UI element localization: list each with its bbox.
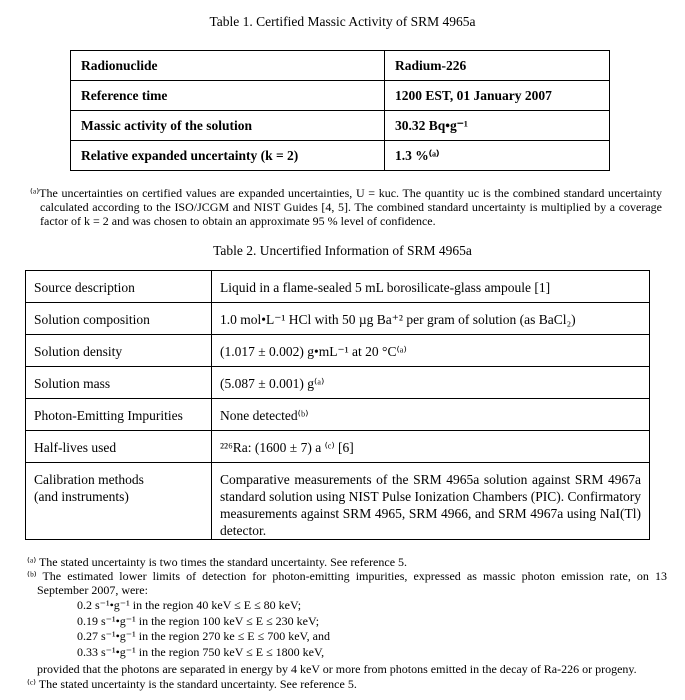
list-item: 0.2 s⁻¹•g⁻¹ in the region 40 keV ≤ E ≤ 8… (77, 598, 302, 612)
table-row: Photon-Emitting Impurities None detected⁽… (25, 398, 650, 431)
footnote: ⁽ᶜ⁾ The stated uncertainty is the standa… (27, 677, 357, 691)
footnote: ⁽ᵃ⁾The uncertainties on certified values… (30, 186, 662, 228)
table-title: Table 1. Certified Massic Activity of SR… (209, 14, 476, 29)
cell-value: Radium-226 (384, 50, 610, 81)
table: Radionuclide Radium-226 Reference time 1200… (70, 50, 610, 171)
cell-value: Comparative measurements of the SRM 4965… (211, 462, 650, 540)
table-row: Radionuclide Radium-226 (70, 50, 610, 81)
cell-label: Massic activity of the solution (70, 110, 385, 141)
table-title: Table 2. Uncertified Information of SRM … (213, 243, 472, 258)
cell-value: (5.087 ± 0.001) g⁽ᵃ⁾ (211, 366, 650, 399)
table-row: Solution density (1.017 ± 0.002) g•mL⁻¹ a… (25, 334, 650, 367)
list-item: 0.27 s⁻¹•g⁻¹ in the region 270 ke ≤ E ≤ … (77, 629, 330, 643)
list-item: 0.33 s⁻¹•g⁻¹ in the region 750 keV ≤ E ≤… (77, 644, 325, 659)
list: 0.2 s⁻¹•g⁻¹ in the region 40 keV ≤ E ≤ 8… (77, 598, 330, 660)
table-row: Calibration methods (and instruments) Com… (25, 462, 650, 540)
footnote: ⁽ᵃ⁾ The stated uncertainty is two times … (27, 555, 408, 569)
cell-label: Photon-Emitting Impurities (25, 398, 212, 431)
list-item: 0.19 s⁻¹•g⁻¹ in the region 100 keV ≤ E ≤… (77, 613, 320, 628)
footnote: ⁽ᵇ⁾ The estimated lower limits of detect… (27, 569, 667, 597)
cell-label: Solution density (25, 334, 212, 367)
table-row: Solution composition 1.0 mol•L⁻¹ HCl with… (25, 302, 650, 335)
table-row: Half-lives used ²²⁶Ra: (1600 ± 7) a ⁽ᶜ⁾ [… (25, 430, 650, 463)
cell-label: Half-lives used (25, 430, 212, 463)
cell-label: Solution mass (25, 366, 212, 399)
cell-label: Solution composition (25, 302, 212, 335)
cell-value: 1200 EST, 01 January 2007 (384, 80, 610, 111)
table-row: Solution mass (5.087 ± 0.001) g⁽ᵃ⁾ (25, 366, 650, 399)
cell-value: 1.0 mol•L⁻¹ HCl with 50 µg Ba⁺² per gram… (211, 302, 650, 335)
cell-label: Relative expanded uncertainty (k = 2) (70, 140, 385, 171)
cell-label: Radionuclide (70, 50, 385, 81)
cell-label: Source description (25, 270, 212, 303)
cell-value: ²²⁶Ra: (1600 ± 7) a ⁽ᶜ⁾ [6] (211, 430, 650, 463)
table-row: Relative expanded uncertainty (k = 2) 1.3… (70, 140, 610, 171)
cell-value: Liquid in a flame-sealed 5 mL borosilica… (211, 270, 650, 303)
cell-value: 1.3 %⁽ᵃ⁾ (384, 140, 610, 171)
table-row: Reference time 1200 EST, 01 January 2007 (70, 80, 610, 111)
table-row: Massic activity of the solution 30.32 Bq•… (70, 110, 610, 141)
cell-label: Reference time (70, 80, 385, 111)
cell-label: Calibration methods (and instruments) (25, 462, 212, 540)
cell-value: (1.017 ± 0.002) g•mL⁻¹ at 20 °C⁽ᵃ⁾ (211, 334, 650, 367)
table-row: Source description Liquid in a flame-seal… (25, 270, 650, 303)
table: Source description Liquid in a flame-seal… (25, 270, 650, 540)
footnote: provided that the photons are separated … (37, 662, 637, 676)
cell-value: 30.32 Bq•g⁻¹ (384, 110, 610, 141)
cell-value: None detected⁽ᵇ⁾ (211, 398, 650, 431)
